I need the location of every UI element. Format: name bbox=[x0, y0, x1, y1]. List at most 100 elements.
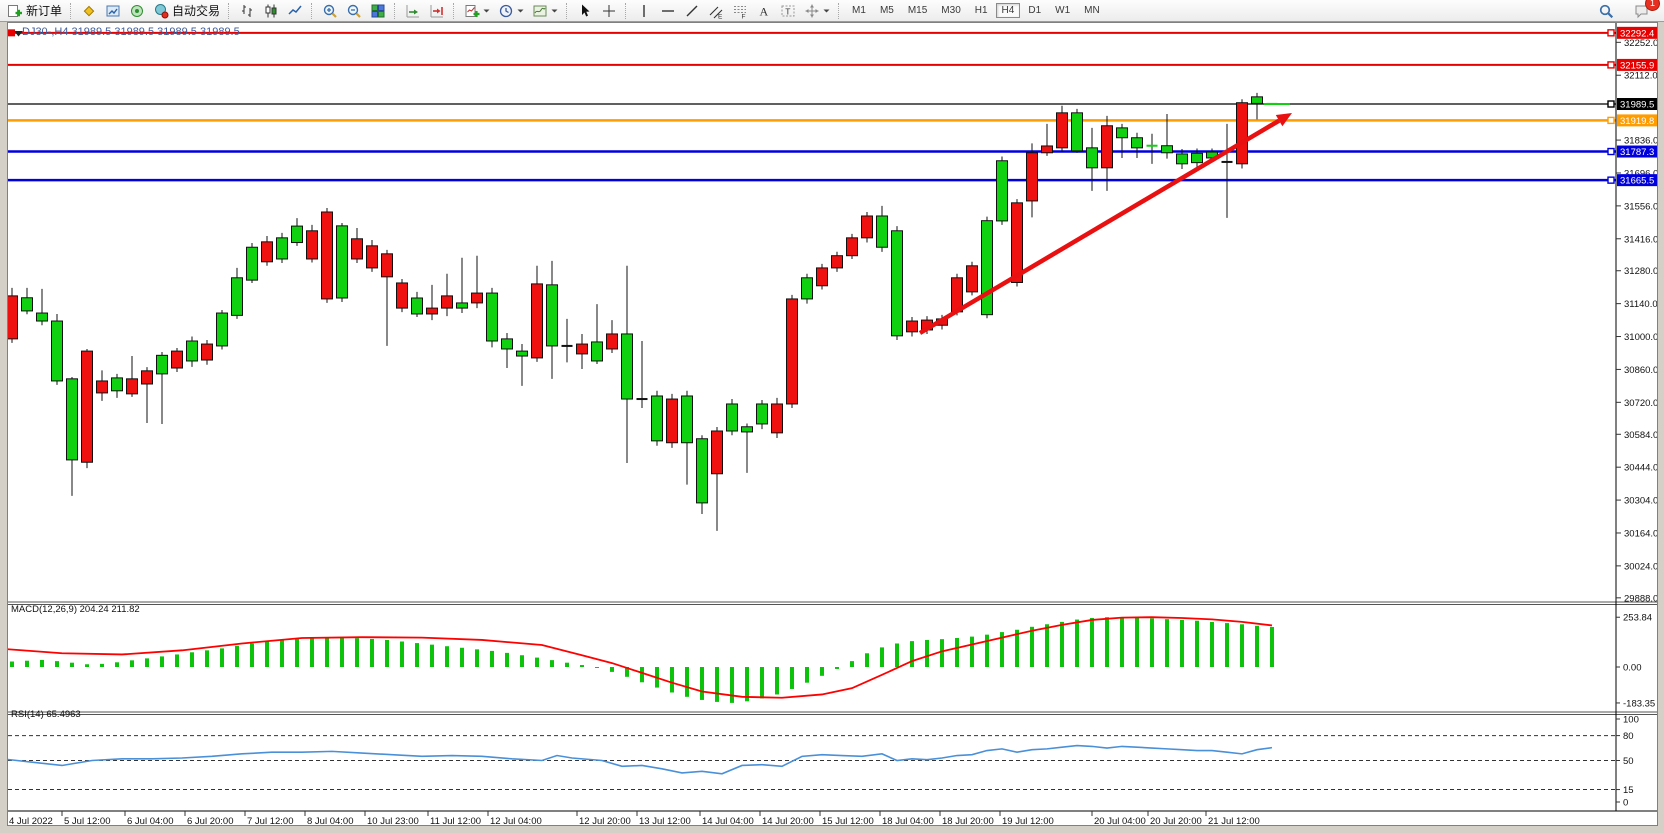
new-order-button[interactable]: 新订单 bbox=[3, 0, 66, 22]
svg-text:6 Jul 04:00: 6 Jul 04:00 bbox=[127, 816, 173, 825]
trendline-icon bbox=[686, 5, 698, 16]
svg-text:30024.0: 30024.0 bbox=[1624, 561, 1657, 572]
chart-canvas[interactable]: 32252.0 32112.0 31836.0 31696.0 31556.0 31416… bbox=[1, 23, 1659, 830]
timeframe-m1-button[interactable]: M1 bbox=[852, 5, 866, 16]
zoom-out-button[interactable] bbox=[342, 0, 366, 22]
text-label-button[interactable]: T bbox=[776, 0, 800, 22]
svg-text:31696.0: 31696.0 bbox=[1624, 168, 1657, 179]
text-icon: A bbox=[760, 4, 769, 18]
candlestick-button[interactable] bbox=[259, 0, 283, 22]
svg-text:100: 100 bbox=[1623, 715, 1639, 726]
zoom-in-button[interactable] bbox=[318, 0, 342, 22]
svg-text:-183.35: -183.35 bbox=[1623, 698, 1655, 709]
channel-button[interactable]: E bbox=[704, 0, 728, 22]
svg-text:50: 50 bbox=[1623, 756, 1634, 767]
fibonacci-button[interactable]: F bbox=[728, 0, 752, 22]
chart-shift-icon bbox=[430, 4, 444, 17]
svg-text:F: F bbox=[742, 13, 746, 19]
svg-text:32252.0: 32252.0 bbox=[1624, 38, 1657, 49]
svg-text:30584.0: 30584.0 bbox=[1624, 430, 1657, 441]
arrows-button[interactable] bbox=[800, 0, 834, 22]
notification-badge: 1 bbox=[1645, 0, 1660, 11]
svg-text:30164.0: 30164.0 bbox=[1624, 528, 1657, 539]
svg-text:31280.0: 31280.0 bbox=[1624, 266, 1657, 277]
svg-text:14 Jul 04:00: 14 Jul 04:00 bbox=[702, 816, 754, 825]
chart-shift-button[interactable] bbox=[425, 0, 449, 22]
autotrade-button[interactable]: 自动交易 bbox=[149, 0, 224, 22]
svg-text:T: T bbox=[785, 6, 790, 16]
timeframe-m30-button[interactable]: M30 bbox=[941, 5, 961, 16]
svg-text:30304.0: 30304.0 bbox=[1624, 496, 1657, 507]
indicators-button[interactable] bbox=[460, 0, 494, 22]
periods-button[interactable] bbox=[494, 0, 528, 22]
timeframe-h1-button[interactable]: H1 bbox=[974, 5, 988, 16]
auto-scroll-button[interactable] bbox=[401, 0, 425, 22]
timeframe-m15-button[interactable]: M15 bbox=[907, 5, 928, 16]
horizontal-line-icon bbox=[662, 9, 675, 12]
timeframe-d1-button[interactable]: D1 bbox=[1028, 5, 1042, 16]
bar-chart-icon bbox=[242, 4, 253, 17]
navigator-icon bbox=[131, 4, 144, 17]
timeframe-mn-button[interactable]: MN bbox=[1084, 5, 1100, 16]
tile-windows-button[interactable] bbox=[366, 0, 390, 22]
macd-indicator-label: MACD(12,26,9) 204.24 211.82 bbox=[11, 604, 140, 615]
svg-text:13 Jul 12:00: 13 Jul 12:00 bbox=[639, 816, 691, 825]
cursor-button[interactable] bbox=[573, 0, 597, 22]
toolbar-right-group: 1 bbox=[1594, 0, 1660, 22]
data-window-icon bbox=[106, 5, 120, 16]
svg-text:5 Jul 12:00: 5 Jul 12:00 bbox=[64, 816, 110, 825]
trendline-button[interactable] bbox=[680, 0, 704, 22]
svg-text:31140.0: 31140.0 bbox=[1624, 299, 1657, 310]
timeframe-m5-button[interactable]: M5 bbox=[879, 5, 894, 16]
svg-text:31000.0: 31000.0 bbox=[1624, 332, 1657, 343]
price-axis[interactable] bbox=[1615, 23, 1664, 810]
toolbar-separator bbox=[838, 2, 841, 19]
svg-text:A: A bbox=[760, 4, 769, 18]
data-window-button[interactable] bbox=[101, 0, 125, 22]
svg-text:14 Jul 20:00: 14 Jul 20:00 bbox=[762, 816, 814, 825]
dropdown-caret-icon bbox=[551, 9, 558, 12]
svg-text:31989.5: 31989.5 bbox=[1620, 100, 1654, 111]
cursor-icon bbox=[582, 4, 590, 16]
line-chart-button[interactable] bbox=[283, 0, 307, 22]
price-chart-svg[interactable]: 32252.0 32112.0 31836.0 31696.0 31556.0 31416… bbox=[1, 23, 1659, 827]
svg-text:15 Jul 12:00: 15 Jul 12:00 bbox=[822, 816, 874, 825]
crosshair-button[interactable] bbox=[597, 0, 621, 22]
bar-chart-button[interactable] bbox=[235, 0, 259, 22]
timeframe-h4-button[interactable]: H4 bbox=[995, 3, 1021, 18]
templates-button[interactable] bbox=[528, 0, 562, 22]
zoom-out-icon bbox=[347, 4, 361, 18]
vertical-line-button[interactable] bbox=[632, 0, 656, 22]
toolbar-separator bbox=[394, 2, 397, 19]
search-button[interactable] bbox=[1594, 0, 1618, 22]
svg-text:253.84: 253.84 bbox=[1623, 613, 1652, 624]
new-order-icon bbox=[8, 4, 22, 17]
chart-menu-caret bbox=[14, 31, 23, 37]
chart-window: 32252.0 32112.0 31836.0 31696.0 31556.0 31416… bbox=[1, 22, 1659, 827]
toolbar-separator bbox=[566, 2, 569, 19]
toolbar-separator bbox=[311, 2, 314, 19]
text-button[interactable]: A bbox=[752, 0, 776, 22]
candlestick-icon bbox=[265, 4, 277, 17]
svg-text:30444.0: 30444.0 bbox=[1624, 463, 1657, 474]
channel-icon: E bbox=[709, 6, 723, 19]
dropdown-caret-icon bbox=[483, 9, 490, 12]
autotrade-label: 自动交易 bbox=[172, 4, 221, 18]
svg-text:32112.0: 32112.0 bbox=[1624, 71, 1657, 82]
svg-text:30720.0: 30720.0 bbox=[1624, 398, 1657, 409]
notifications-button[interactable]: 1 bbox=[1630, 0, 1660, 22]
navigator-button[interactable] bbox=[125, 0, 149, 22]
svg-text:30860.0: 30860.0 bbox=[1624, 365, 1657, 376]
svg-text:7 Jul 12:00: 7 Jul 12:00 bbox=[247, 816, 293, 825]
time-axis[interactable] bbox=[7, 810, 1608, 826]
svg-text:31787.3: 31787.3 bbox=[1620, 147, 1654, 158]
svg-text:6 Jul 20:00: 6 Jul 20:00 bbox=[187, 816, 233, 825]
vertical-line-icon bbox=[643, 4, 645, 17]
market-watch-button[interactable] bbox=[77, 0, 101, 22]
autotrade-icon bbox=[155, 3, 169, 18]
toolbar-separator bbox=[70, 2, 73, 19]
svg-text:31416.0: 31416.0 bbox=[1624, 234, 1657, 245]
timeframe-w1-button[interactable]: W1 bbox=[1055, 5, 1071, 16]
horizontal-line-button[interactable] bbox=[656, 0, 680, 22]
svg-text:31556.0: 31556.0 bbox=[1624, 201, 1657, 212]
